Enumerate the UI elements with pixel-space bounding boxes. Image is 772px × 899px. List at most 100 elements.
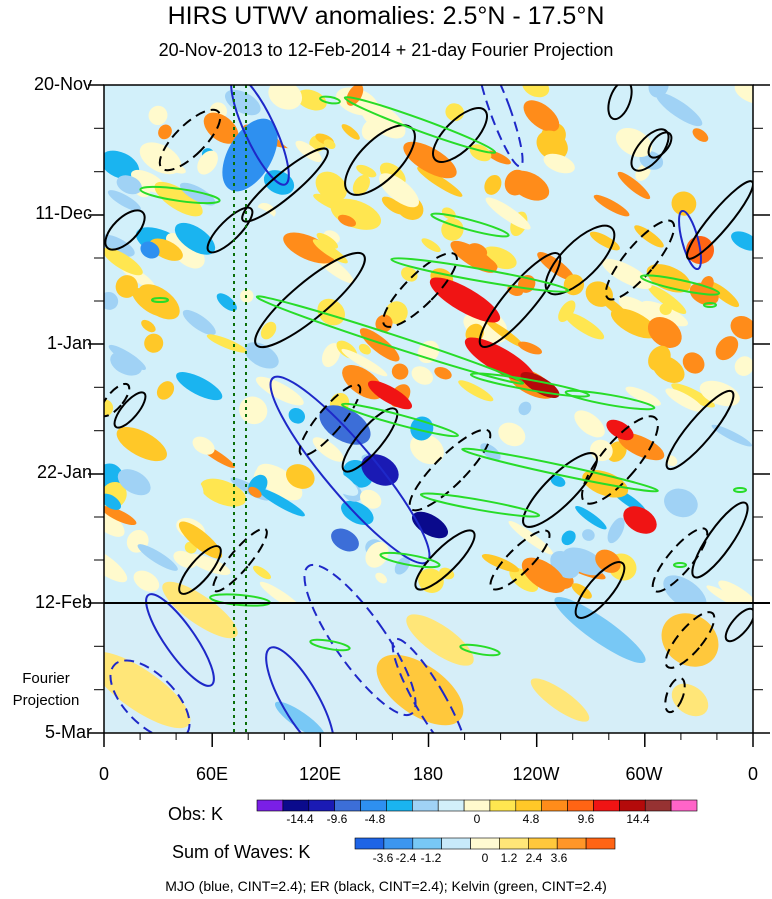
obs-anomaly-blob — [518, 401, 532, 416]
obs-anomaly-blob — [161, 160, 186, 174]
er-contour — [104, 382, 131, 418]
obs-strong-anomaly — [429, 277, 501, 323]
obs-anomaly-blob — [484, 525, 505, 546]
obs-anomaly-blob — [252, 565, 272, 580]
obs-anomaly-blob — [107, 190, 141, 212]
er-contour — [241, 147, 329, 223]
er-contour — [212, 527, 268, 593]
projection-blob — [104, 651, 191, 729]
obs-anomaly-blob — [656, 92, 703, 127]
obs-anomaly-blob — [295, 140, 322, 163]
er-contour — [178, 545, 222, 595]
x-tick-label: 0 — [98, 764, 109, 784]
waves-tick: 0 — [481, 851, 489, 865]
obs-anomaly-blob — [356, 164, 377, 178]
obs-anomaly-blob — [216, 293, 237, 312]
obs-anomaly-blob — [699, 380, 740, 407]
mjo-contour — [145, 593, 215, 687]
obs-colorbar-label: Obs: K — [168, 804, 224, 824]
kelvin-contour — [703, 302, 717, 308]
projection-blob — [554, 596, 646, 664]
obs-anomaly-blob — [323, 139, 336, 150]
obs-anomaly-blob — [417, 166, 463, 197]
obs-anomaly-blob — [522, 85, 550, 98]
obs-tick: 9.6 — [577, 812, 595, 826]
obs-anomaly-blob — [176, 372, 223, 401]
er-contour — [158, 108, 222, 172]
mjo-contour — [678, 209, 702, 271]
x-tick-label: 180 — [412, 764, 444, 784]
chart-subtitle: 20-Nov-2013 to 12-Feb-2014 + 21-day Four… — [158, 40, 614, 60]
obs-anomaly-blob — [288, 407, 305, 424]
obs-anomaly-blob — [509, 567, 539, 592]
er-contour — [691, 501, 749, 579]
projection-blob — [661, 613, 719, 667]
obs-anomaly-blob — [148, 105, 168, 126]
obs-anomaly-blob — [257, 488, 305, 517]
obs-strong-anomaly — [623, 506, 657, 534]
waves-tick: -2.4 — [395, 851, 417, 865]
obs-anomaly-blob — [360, 101, 406, 139]
er-contour — [664, 676, 686, 714]
obs-anomaly-blob — [316, 232, 339, 249]
obs-anomaly-blob — [248, 486, 262, 498]
x-tick-label: 0 — [747, 764, 758, 784]
er-contour — [254, 251, 366, 349]
obs-anomaly-blob — [197, 150, 218, 175]
obs-anomaly-blob — [206, 334, 247, 353]
er-contour — [664, 611, 716, 669]
obs-anomaly-blob — [315, 171, 348, 202]
obs-anomaly-blob — [536, 130, 568, 161]
kelvin-contour — [564, 389, 656, 411]
obs-anomaly-blob — [410, 433, 444, 465]
obs-anomaly-blob — [671, 383, 715, 408]
y-tick-label: 12-Feb — [34, 592, 92, 612]
obs-anomaly-blob — [154, 181, 203, 217]
obs-anomaly-blob — [352, 174, 370, 196]
obs-anomaly-blob — [504, 169, 528, 196]
obs-anomaly-blob — [418, 568, 444, 593]
obs-anomaly-blob — [485, 197, 531, 230]
obs-anomaly-blob — [523, 100, 560, 132]
kelvin-contour — [309, 638, 351, 652]
er-contour — [341, 407, 399, 473]
obs-anomaly-blob — [394, 557, 410, 575]
er-contour — [104, 209, 146, 251]
obs-anomaly-blob — [285, 464, 315, 489]
obs-anomaly-blob — [734, 136, 753, 153]
mjo-contour — [391, 637, 469, 733]
obs-anomaly-blob — [521, 557, 566, 593]
obs-anomaly-blob — [179, 182, 216, 206]
kelvin-contour — [673, 562, 687, 568]
obs-anomaly-blob — [588, 111, 603, 128]
obs-anomaly-blob — [734, 85, 753, 104]
chart-title: HIRS UTWV anomalies: 2.5°N - 17.5°N — [167, 2, 605, 30]
x-tick-label: 60W — [625, 764, 663, 784]
obs-anomaly-blob — [104, 493, 122, 510]
kelvin-contour — [343, 96, 497, 154]
obs-anomaly-blob — [593, 194, 630, 217]
obs-anomaly-blob — [664, 488, 698, 518]
obs-anomaly-blob — [283, 232, 335, 264]
obs-anomaly-blob — [116, 427, 167, 462]
er-contour — [382, 252, 458, 328]
obs-anomaly-blob — [117, 469, 151, 496]
obs-anomaly-blob — [337, 214, 357, 227]
obs-strong-anomaly — [367, 380, 413, 410]
kelvin-contour — [419, 492, 541, 518]
obs-anomaly-blob — [317, 298, 345, 326]
y-tick-label: 11-Dec — [35, 203, 92, 223]
obs-anomaly-blob — [606, 441, 627, 462]
er-contour — [604, 219, 676, 301]
obs-anomaly-blob — [192, 436, 215, 455]
obs-anomaly-blob — [434, 366, 452, 380]
er-contour — [665, 389, 735, 471]
waves-tick: 3.6 — [550, 851, 568, 865]
projection-blob — [275, 701, 325, 733]
projection-blob — [406, 614, 474, 666]
obs-anomaly-blob — [391, 363, 409, 380]
obs-anomaly-blob — [174, 222, 216, 255]
obs-anomaly-blob — [268, 85, 303, 110]
obs-anomaly-blob — [671, 191, 697, 216]
obs-anomaly-blob — [734, 356, 753, 376]
